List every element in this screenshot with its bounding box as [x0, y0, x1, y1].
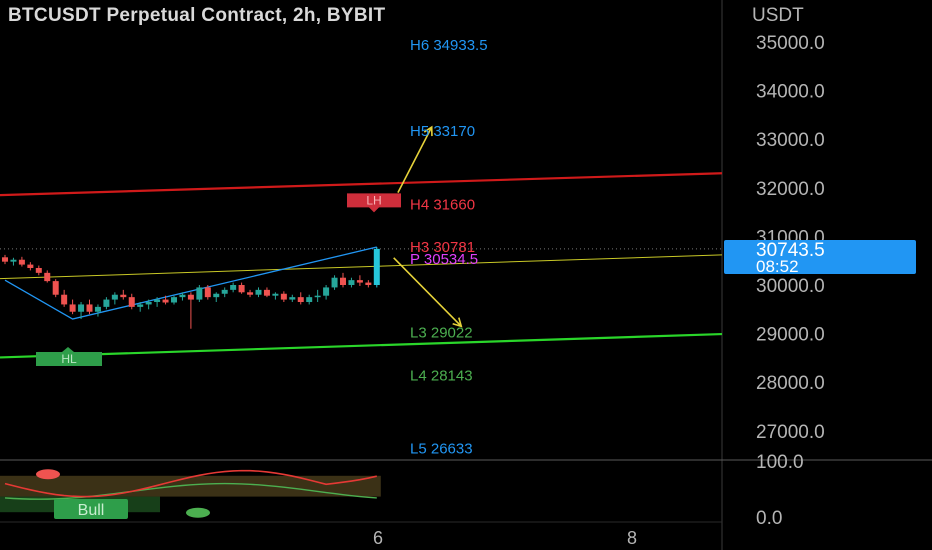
oscillator-tick-label: 0.0	[756, 508, 782, 529]
current-price-badge	[724, 240, 916, 274]
candle-body	[356, 280, 363, 283]
projection-arrowhead	[423, 125, 433, 137]
candle-body	[204, 287, 211, 298]
candle-body	[171, 297, 177, 303]
projection-arrowhead	[452, 317, 463, 328]
candle-body	[2, 257, 8, 262]
oscillator-top-dot	[36, 469, 60, 480]
trendline-pivot-trend	[0, 254, 723, 280]
higher-low-label: HL	[61, 352, 77, 366]
candle-body	[230, 285, 237, 290]
current-price-value: 30743.5	[756, 240, 825, 261]
bar-countdown: 08:52	[756, 257, 799, 276]
pivot-label-l4: L4 28143	[410, 367, 473, 384]
candle-body	[128, 297, 135, 307]
candle-body	[213, 293, 220, 298]
candle-body	[272, 293, 279, 296]
pivot-label-l3: L3 29022	[410, 325, 473, 342]
higher-low-marker	[36, 347, 102, 366]
pivot-label-h3: H3 30781	[410, 239, 475, 256]
candle-body	[27, 264, 34, 268]
candle-body	[18, 259, 25, 265]
candle-body	[179, 294, 186, 298]
candle-body	[238, 285, 245, 293]
time-tick-label: 6	[373, 528, 383, 548]
oscillator-signal-line	[4, 482, 377, 500]
pivot-label-h4: H4 31660	[410, 196, 475, 213]
candle-body	[86, 304, 93, 312]
candle-body	[10, 259, 17, 262]
candle-body	[103, 299, 110, 307]
candle-body	[137, 304, 144, 307]
candle-body	[263, 289, 270, 296]
candle-body	[247, 292, 254, 295]
candle-body	[78, 304, 85, 312]
price-tick-label: 30000.0	[756, 276, 825, 297]
candle-body	[331, 277, 338, 288]
candle-body	[94, 306, 101, 312]
price-tick-label: 35000.0	[756, 33, 825, 54]
pivot-label-h5: H5 33170	[410, 123, 475, 140]
pivot-label-p: P 30534.5	[410, 251, 478, 268]
candle-body	[348, 280, 355, 285]
candle-body	[373, 248, 380, 285]
bull-badge	[54, 499, 128, 519]
lower-high-label: LH	[366, 193, 381, 207]
candle-body	[323, 287, 330, 296]
candle-body	[196, 287, 203, 300]
chart-title: BTCUSDT Perpetual Contract, 2h, BYBIT	[8, 5, 386, 26]
price-tick-label: 29000.0	[756, 325, 825, 346]
candle-body	[120, 294, 127, 298]
bull-badge-label: Bull	[78, 502, 105, 519]
candle-body	[61, 294, 68, 305]
projection-arrow	[393, 257, 462, 327]
candle-body	[340, 277, 346, 285]
oscillator-main-line	[4, 469, 377, 498]
candle-body	[162, 299, 169, 303]
lower-high-marker	[347, 193, 401, 213]
candle-body	[255, 289, 262, 295]
price-axis-unit: USDT	[752, 5, 804, 26]
candle-body	[35, 267, 42, 273]
candle-body	[111, 294, 118, 300]
candle-body	[154, 299, 161, 303]
candle-body	[44, 272, 51, 282]
candle-body	[314, 295, 321, 298]
candle-body	[145, 302, 152, 305]
candle-body	[297, 297, 304, 303]
candle-body	[69, 304, 76, 312]
pivot-label-l5: L5 26633	[410, 441, 473, 458]
price-tick-label: 27000.0	[756, 422, 825, 443]
price-tick-label: 28000.0	[756, 373, 825, 394]
candle-body	[52, 281, 59, 295]
price-tick-label: 32000.0	[756, 179, 825, 200]
candle-body	[306, 297, 313, 303]
trendline-resistance	[0, 172, 723, 197]
oscillator-band	[0, 475, 381, 497]
candle-body	[187, 294, 194, 300]
price-tick-label: 34000.0	[756, 82, 825, 103]
candle-body	[280, 293, 287, 300]
pivot-label-h6: H6 34933.5	[410, 37, 488, 54]
oscillator-tick-label: 100.0	[756, 452, 804, 473]
projection-arrow	[397, 126, 433, 194]
zigzag-line	[4, 246, 377, 320]
time-tick-label: 8	[627, 528, 637, 548]
candle-body	[365, 282, 372, 285]
oscillator-bottom-dot	[186, 507, 210, 518]
candle-body	[221, 289, 228, 294]
trendline-support	[0, 332, 723, 359]
price-tick-label: 33000.0	[756, 130, 825, 151]
candle-body	[289, 297, 296, 300]
